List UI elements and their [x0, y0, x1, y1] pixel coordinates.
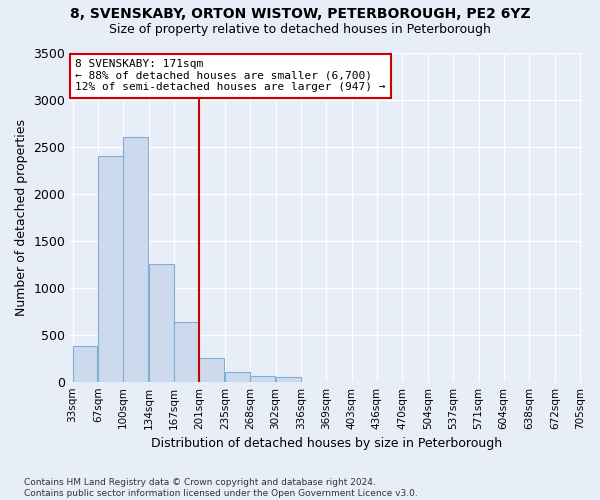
Text: 8, SVENSKABY, ORTON WISTOW, PETERBOROUGH, PE2 6YZ: 8, SVENSKABY, ORTON WISTOW, PETERBOROUGH… — [70, 8, 530, 22]
Text: Contains HM Land Registry data © Crown copyright and database right 2024.
Contai: Contains HM Land Registry data © Crown c… — [24, 478, 418, 498]
Bar — [199, 358, 224, 382]
Bar — [149, 264, 174, 382]
Bar — [73, 346, 97, 382]
Bar — [123, 137, 148, 382]
Bar — [275, 377, 301, 382]
Bar — [225, 372, 250, 382]
Bar — [174, 322, 199, 382]
X-axis label: Distribution of detached houses by size in Peterborough: Distribution of detached houses by size … — [151, 437, 502, 450]
Y-axis label: Number of detached properties: Number of detached properties — [15, 118, 28, 316]
Bar — [250, 376, 275, 382]
Text: Size of property relative to detached houses in Peterborough: Size of property relative to detached ho… — [109, 22, 491, 36]
Text: 8 SVENSKABY: 171sqm
← 88% of detached houses are smaller (6,700)
12% of semi-det: 8 SVENSKABY: 171sqm ← 88% of detached ho… — [76, 59, 386, 92]
Bar — [98, 156, 123, 382]
